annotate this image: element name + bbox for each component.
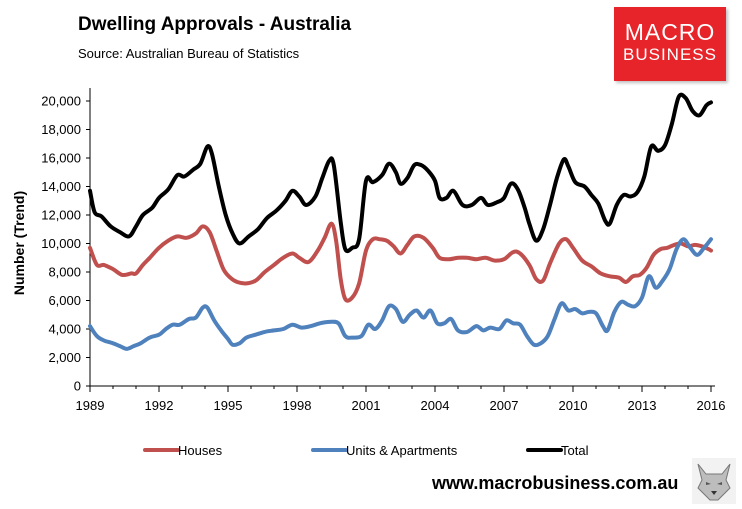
- chart-axes: 0 2,000 4,000 6,000 8,000 10,000 12,000 14,000 1…: [41, 88, 725, 413]
- y-tick-label: 0: [74, 379, 81, 394]
- y-tick-label: 2,000: [48, 350, 81, 365]
- x-tick-label: 2001: [352, 398, 381, 413]
- x-tick-label: 2016: [697, 398, 726, 413]
- series-line-total: [88, 92, 713, 254]
- x-tick-label: 1989: [76, 398, 105, 413]
- y-tick-label: 4,000: [48, 322, 81, 337]
- x-tick-label: 1995: [214, 398, 243, 413]
- y-tick-label: 8,000: [48, 265, 81, 280]
- logo-line-1: MACRO: [624, 19, 716, 45]
- chart-title: Dwelling Approvals - Australia: [78, 14, 352, 35]
- y-tick-label: 10,000: [41, 236, 81, 251]
- y-tick-label: 18,000: [41, 122, 81, 137]
- chart-source: Source: Australian Bureau of Statistics: [78, 46, 300, 61]
- x-tick-label: 1992: [145, 398, 174, 413]
- y-tick-label: 16,000: [41, 151, 81, 166]
- series-line-houses: [88, 221, 713, 303]
- y-tick-label: 14,000: [41, 179, 81, 194]
- wolf-mascot-icon: [692, 458, 736, 504]
- x-tick-label: 2013: [628, 398, 657, 413]
- x-tick-label: 2007: [490, 398, 519, 413]
- chart-legend: Houses Units & Apartments Total: [143, 443, 589, 458]
- logo-line-2: BUSINESS: [623, 45, 717, 64]
- x-tick-label: 1998: [283, 398, 312, 413]
- x-tick-label: 2010: [559, 398, 588, 413]
- legend-label-units-apartments: Units & Apartments: [346, 443, 458, 458]
- y-axis-label: Number (Trend): [11, 191, 27, 295]
- chart-series-layer: [88, 92, 713, 351]
- series-line-units-apartments: [88, 237, 713, 351]
- y-tick-label: 12,000: [41, 208, 81, 223]
- y-tick-label: 6,000: [48, 293, 81, 308]
- website-url: www.macrobusiness.com.au: [432, 473, 679, 493]
- macrobusiness-logo: MACRO BUSINESS: [614, 7, 726, 81]
- legend-label-total: Total: [561, 443, 589, 458]
- y-tick-label: 20,000: [41, 94, 81, 109]
- legend-label-houses: Houses: [178, 443, 223, 458]
- x-tick-label: 2004: [421, 398, 450, 413]
